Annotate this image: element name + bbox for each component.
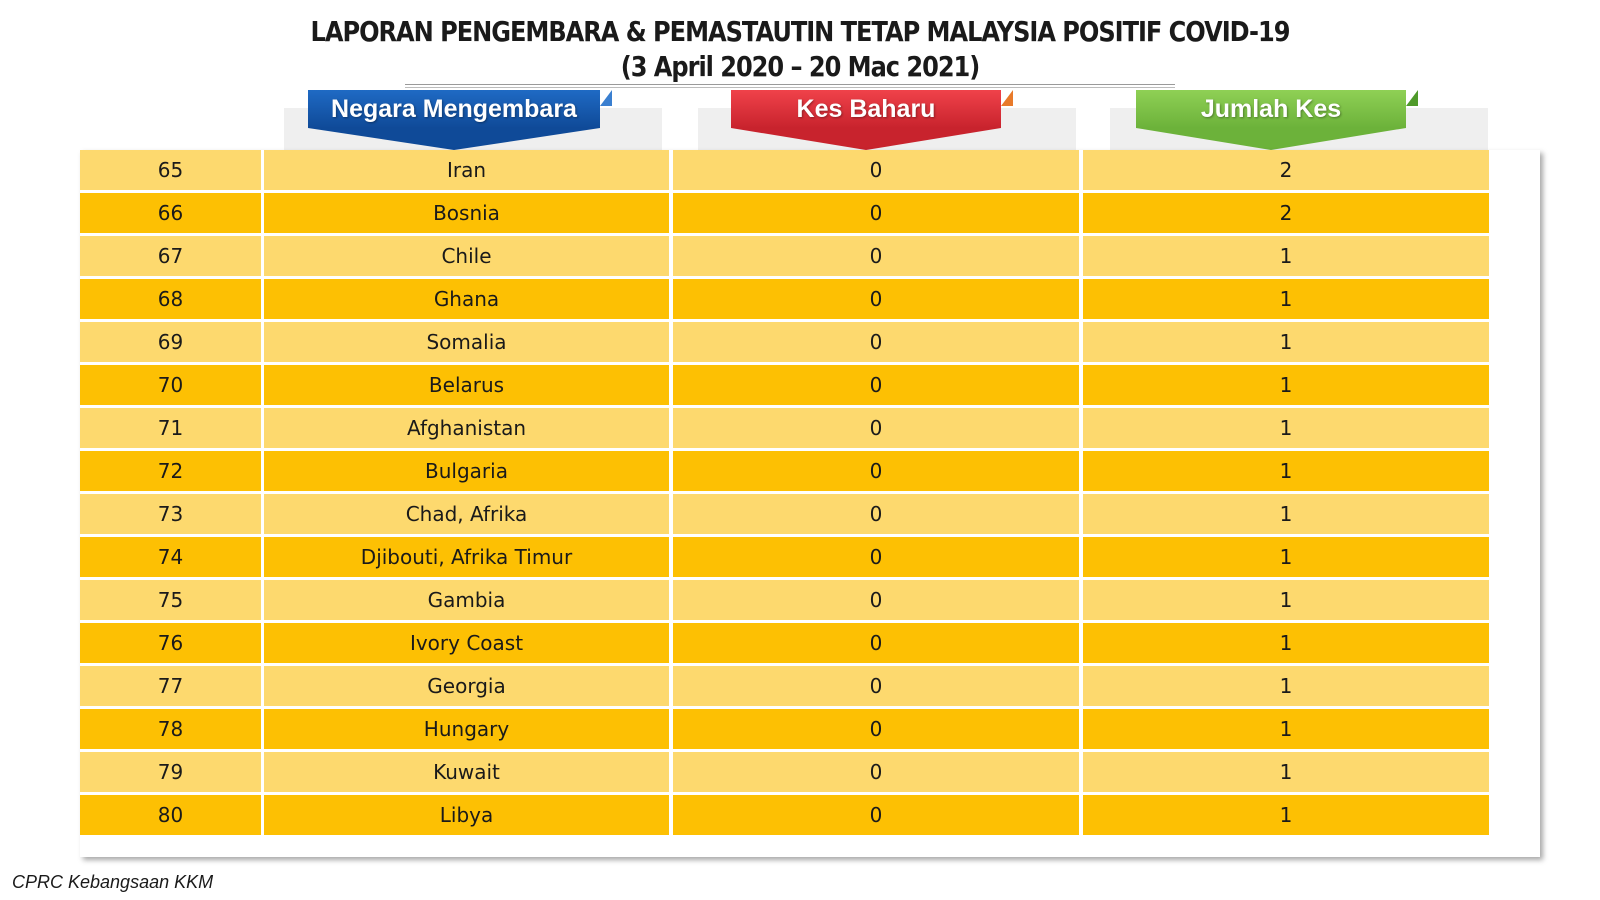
row-number: 73 (80, 494, 261, 534)
country-column-header: Negara Mengembara (308, 90, 600, 128)
table-row: 67 Chile 0 1 (80, 236, 1540, 276)
table-row: 78 Hungary 0 1 (80, 709, 1540, 749)
table-row: 71 Afghanistan 0 1 (80, 408, 1540, 448)
country-name: Libya (264, 795, 669, 835)
new-cases-value: 0 (673, 150, 1079, 190)
new-cases-value: 0 (673, 537, 1079, 577)
total-cases-value: 1 (1083, 537, 1489, 577)
table-row: 76 Ivory Coast 0 1 (80, 623, 1540, 663)
country-header-fold (600, 90, 612, 106)
new-cases-value: 0 (673, 408, 1079, 448)
report-title: LAPORAN PENGEMBARA & PEMASTAUTIN TETAP M… (0, 14, 1600, 84)
new-cases-value: 0 (673, 795, 1079, 835)
new-cases-value: 0 (673, 322, 1079, 362)
country-name: Chile (264, 236, 669, 276)
total-cases-value: 1 (1083, 752, 1489, 792)
new-cases-value: 0 (673, 666, 1079, 706)
country-name: Belarus (264, 365, 669, 405)
total-cases-value: 1 (1083, 451, 1489, 491)
new-cases-value: 0 (673, 451, 1079, 491)
row-number: 70 (80, 365, 261, 405)
report-title-line-1: LAPORAN PENGEMBARA & PEMASTAUTIN TETAP M… (310, 15, 1291, 48)
table-row: 70 Belarus 0 1 (80, 365, 1540, 405)
total-cases-value: 1 (1083, 279, 1489, 319)
row-number: 74 (80, 537, 261, 577)
new-cases-value: 0 (673, 279, 1079, 319)
total-cases-header-fold (1406, 90, 1418, 106)
new-cases-header-arrow (731, 128, 1001, 150)
total-cases-value: 1 (1083, 494, 1489, 534)
country-name: Somalia (264, 322, 669, 362)
table-row: 72 Bulgaria 0 1 (80, 451, 1540, 491)
table-row: 77 Georgia 0 1 (80, 666, 1540, 706)
new-cases-column-header: Kes Baharu (731, 90, 1001, 128)
table-row: 73 Chad, Afrika 0 1 (80, 494, 1540, 534)
row-number: 77 (80, 666, 261, 706)
row-number: 76 (80, 623, 261, 663)
row-number: 72 (80, 451, 261, 491)
table-row: 69 Somalia 0 1 (80, 322, 1540, 362)
table-row: 75 Gambia 0 1 (80, 580, 1540, 620)
total-cases-value: 2 (1083, 150, 1489, 190)
new-cases-value: 0 (673, 709, 1079, 749)
total-cases-value: 1 (1083, 795, 1489, 835)
table-row: 66 Bosnia 0 2 (80, 193, 1540, 233)
total-cases-value: 1 (1083, 580, 1489, 620)
country-name: Iran (264, 150, 669, 190)
country-name: Bosnia (264, 193, 669, 233)
total-cases-value: 1 (1083, 322, 1489, 362)
title-underline (405, 84, 1175, 88)
new-cases-column-header-label: Kes Baharu (796, 94, 936, 123)
row-number: 65 (80, 150, 261, 190)
country-name: Hungary (264, 709, 669, 749)
new-cases-header-fold (1001, 90, 1013, 106)
new-cases-value: 0 (673, 494, 1079, 534)
country-name: Gambia (264, 580, 669, 620)
country-name: Ghana (264, 279, 669, 319)
total-cases-value: 1 (1083, 365, 1489, 405)
country-name: Djibouti, Afrika Timur (264, 537, 669, 577)
total-cases-value: 2 (1083, 193, 1489, 233)
table-row: 74 Djibouti, Afrika Timur 0 1 (80, 537, 1540, 577)
total-cases-value: 1 (1083, 666, 1489, 706)
total-cases-column-header: Jumlah Kes (1136, 90, 1406, 128)
new-cases-value: 0 (673, 580, 1079, 620)
row-number: 79 (80, 752, 261, 792)
country-name: Bulgaria (264, 451, 669, 491)
total-cases-value: 1 (1083, 408, 1489, 448)
country-column-header-label: Negara Mengembara (331, 94, 577, 123)
table-row: 80 Libya 0 1 (80, 795, 1540, 835)
cases-table: 65 Iran 0 2 66 Bosnia 0 2 67 Chile 0 1 6… (80, 150, 1540, 857)
total-cases-value: 1 (1083, 709, 1489, 749)
new-cases-value: 0 (673, 623, 1079, 663)
country-name: Georgia (264, 666, 669, 706)
row-number: 71 (80, 408, 261, 448)
row-number: 68 (80, 279, 261, 319)
table-row: 68 Ghana 0 1 (80, 279, 1540, 319)
new-cases-value: 0 (673, 193, 1079, 233)
country-name: Kuwait (264, 752, 669, 792)
row-number: 78 (80, 709, 261, 749)
row-number: 66 (80, 193, 261, 233)
total-cases-value: 1 (1083, 236, 1489, 276)
row-number: 69 (80, 322, 261, 362)
new-cases-value: 0 (673, 236, 1079, 276)
row-number: 75 (80, 580, 261, 620)
total-cases-header-arrow (1136, 128, 1406, 150)
report-title-line-2: (3 April 2020 – 20 Mac 2021) (620, 50, 981, 83)
total-cases-column-header-label: Jumlah Kes (1200, 94, 1342, 123)
source-footer: CPRC Kebangsaan KKM (12, 872, 214, 892)
new-cases-value: 0 (673, 365, 1079, 405)
country-name: Ivory Coast (264, 623, 669, 663)
row-number: 67 (80, 236, 261, 276)
table-row: 79 Kuwait 0 1 (80, 752, 1540, 792)
country-name: Chad, Afrika (264, 494, 669, 534)
new-cases-value: 0 (673, 752, 1079, 792)
country-name: Afghanistan (264, 408, 669, 448)
table-row: 65 Iran 0 2 (80, 150, 1540, 190)
total-cases-value: 1 (1083, 623, 1489, 663)
row-number: 80 (80, 795, 261, 835)
country-header-arrow (308, 128, 600, 150)
